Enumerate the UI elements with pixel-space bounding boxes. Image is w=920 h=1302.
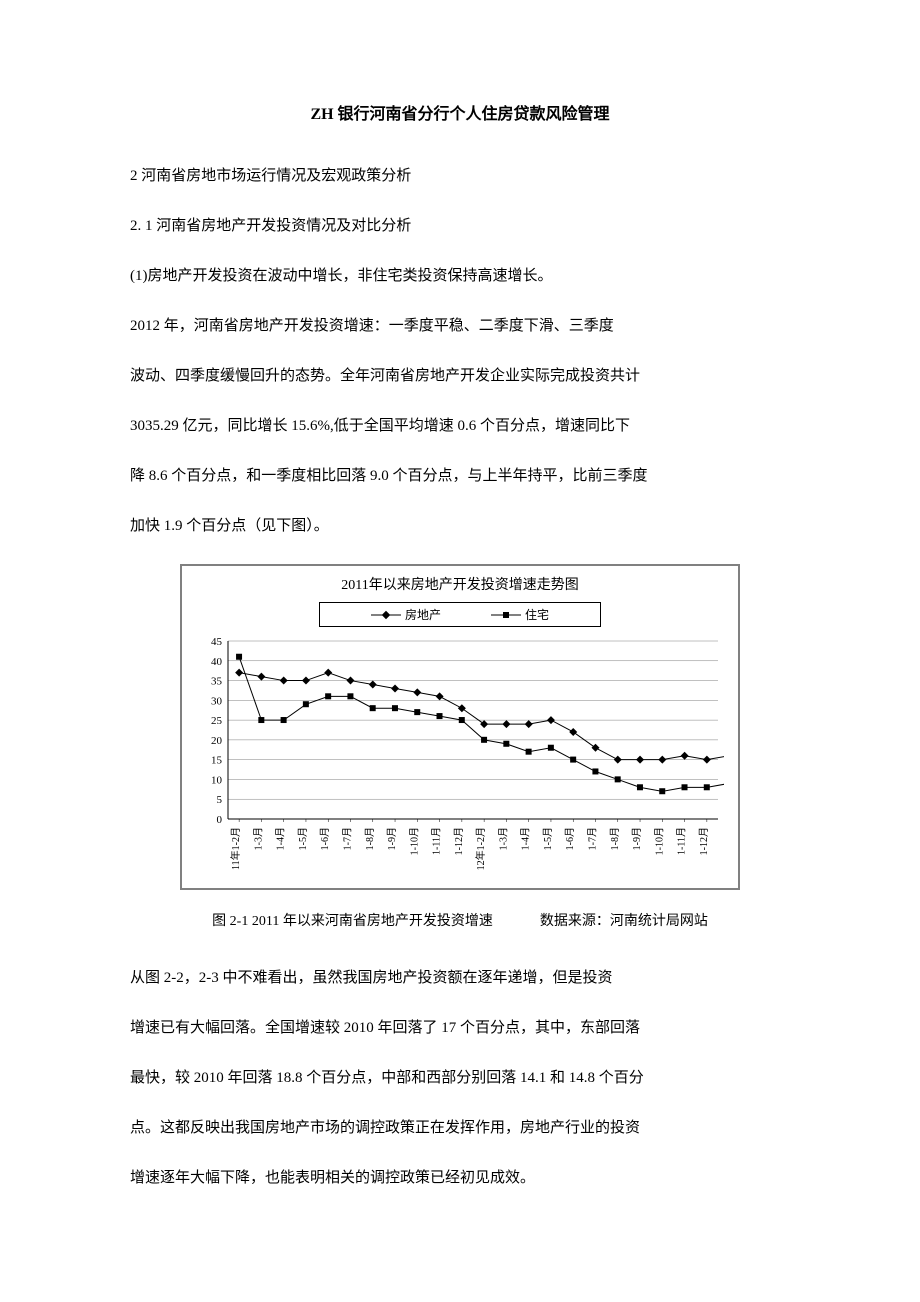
- svg-text:10: 10: [211, 774, 223, 786]
- square-marker-icon: [491, 610, 521, 620]
- svg-text:35: 35: [211, 676, 223, 688]
- svg-text:1-8月: 1-8月: [609, 827, 621, 850]
- body-paragraph: 增速已有大幅回落。全国增速较 2010 年回落了 17 个百分点，其中，东部回落: [130, 1016, 790, 1040]
- legend-label: 房地产: [405, 606, 441, 623]
- body-paragraph: 增速逐年大幅下降，也能表明相关的调控政策已经初见成效。: [130, 1166, 790, 1190]
- svg-text:15: 15: [211, 755, 223, 767]
- body-paragraph: 2012 年，河南省房地产开发投资增速：一季度平稳、二季度下滑、三季度: [130, 314, 790, 338]
- svg-text:30: 30: [211, 695, 223, 707]
- chart-container: 2011年以来房地产开发投资增速走势图 房地产 住宅 0 5 10 15 20 25 30 3…: [180, 564, 740, 890]
- svg-text:25: 25: [211, 715, 223, 727]
- svg-text:1-6月: 1-6月: [319, 827, 331, 850]
- svg-text:1-7月: 1-7月: [342, 827, 354, 850]
- svg-text:1-3月: 1-3月: [497, 827, 509, 850]
- svg-text:5: 5: [217, 794, 223, 806]
- svg-text:1-12月: 1-12月: [453, 827, 465, 855]
- section-heading: 2 河南省房地市场运行情况及宏观政策分析: [130, 164, 790, 188]
- chart-legend: 房地产 住宅: [319, 602, 601, 627]
- legend-item-series2: 住宅: [491, 606, 549, 623]
- svg-text:1-9月: 1-9月: [386, 827, 398, 850]
- svg-text:12年1-2月: 12年1-2月: [474, 827, 487, 870]
- svg-text:11年1-2月: 11年1-2月: [229, 827, 242, 870]
- legend-item-series1: 房地产: [371, 606, 441, 623]
- svg-text:1-12月: 1-12月: [698, 827, 710, 855]
- svg-text:1-4月: 1-4月: [520, 827, 532, 850]
- svg-text:0: 0: [217, 814, 223, 826]
- caption-left: 图 2-1 2011 年以来河南省房地产开发投资增速: [212, 914, 493, 929]
- document-page: ZH 银行河南省分行个人住房贷款风险管理 2 河南省房地市场运行情况及宏观政策分…: [0, 0, 920, 1302]
- svg-text:1-6月: 1-6月: [564, 827, 576, 850]
- svg-text:1-4月: 1-4月: [275, 827, 287, 850]
- legend-label: 住宅: [525, 606, 549, 623]
- subsection-heading: 2. 1 河南省房地产开发投资情况及对比分析: [130, 214, 790, 238]
- svg-text:1-5月: 1-5月: [297, 827, 309, 850]
- caption-right: 数据来源：河南统计局网站: [540, 914, 708, 929]
- body-paragraph: 3035.29 亿元，同比增长 15.6%,低于全国平均增速 0.6 个百分点，…: [130, 414, 790, 438]
- body-paragraph: 加快 1.9 个百分点（见下图）。: [130, 514, 790, 538]
- document-title: ZH 银行河南省分行个人住房贷款风险管理: [130, 100, 790, 124]
- svg-text:1-10月: 1-10月: [653, 827, 665, 855]
- diamond-marker-icon: [371, 610, 401, 620]
- svg-text:1-7月: 1-7月: [587, 827, 599, 850]
- svg-text:20: 20: [211, 735, 223, 747]
- body-paragraph: 点。这都反映出我国房地产市场的调控政策正在发挥作用，房地产行业的投资: [130, 1116, 790, 1140]
- svg-text:1-5月: 1-5月: [542, 827, 554, 850]
- figure-caption: 图 2-1 2011 年以来河南省房地产开发投资增速 数据来源：河南统计局网站: [130, 910, 790, 930]
- svg-text:1-11月: 1-11月: [431, 827, 443, 855]
- body-paragraph: (1)房地产开发投资在波动中增长，非住宅类投资保持高速增长。: [130, 264, 790, 288]
- svg-text:1-11月: 1-11月: [676, 827, 688, 855]
- svg-text:1-8月: 1-8月: [364, 827, 376, 850]
- svg-text:1-9月: 1-9月: [631, 827, 643, 850]
- svg-text:1-3月: 1-3月: [252, 827, 264, 850]
- svg-text:1-10月: 1-10月: [408, 827, 420, 855]
- chart-title: 2011年以来房地产开发投资增速走势图: [196, 574, 724, 594]
- body-paragraph: 波动、四季度缓慢回升的态势。全年河南省房地产开发企业实际完成投资共计: [130, 364, 790, 388]
- body-paragraph: 最快，较 2010 年回落 18.8 个百分点，中部和西部分别回落 14.1 和…: [130, 1066, 790, 1090]
- body-paragraph: 从图 2-2，2-3 中不难看出，虽然我国房地产投资额在逐年递增，但是投资: [130, 966, 790, 990]
- svg-text:45: 45: [211, 637, 223, 648]
- chart-plot: 0 5 10 15 20 25 30 35 40 45 11年1-2月 1-3月 1-4月 1-5月 1-6…: [196, 637, 724, 877]
- svg-text:40: 40: [211, 656, 223, 668]
- body-paragraph: 降 8.6 个百分点，和一季度相比回落 9.0 个百分点，与上半年持平，比前三季…: [130, 464, 790, 488]
